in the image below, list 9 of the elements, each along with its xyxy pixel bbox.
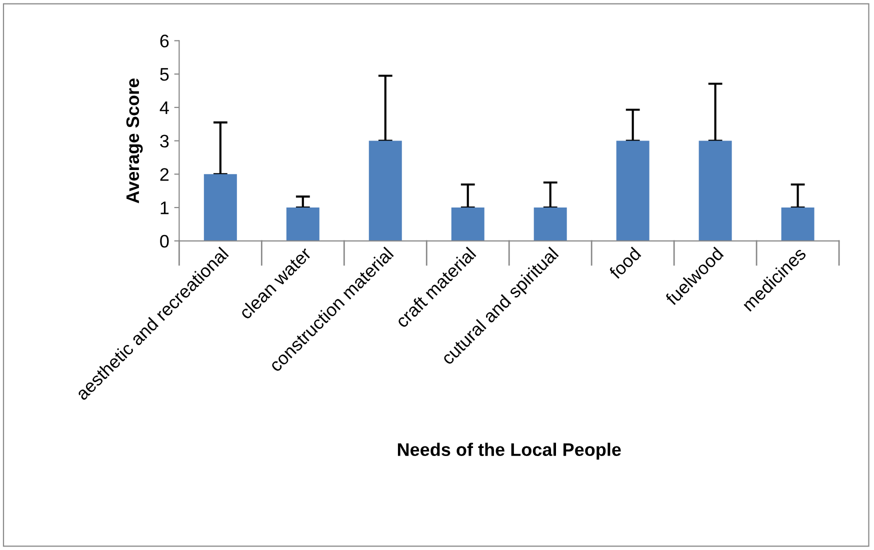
y-axis-title: Average Score xyxy=(126,78,143,204)
y-tick-label: 1 xyxy=(160,202,169,214)
y-tick-label: 5 xyxy=(160,68,169,81)
y-tick-label: 0 xyxy=(160,234,169,248)
y-tick-label: 6 xyxy=(160,34,169,48)
y-tick-label: 2 xyxy=(160,168,169,181)
x-axis-title: Needs of the Local People xyxy=(398,442,621,460)
y-tick-label: 4 xyxy=(160,102,169,114)
y-tick-label: 3 xyxy=(160,134,169,148)
